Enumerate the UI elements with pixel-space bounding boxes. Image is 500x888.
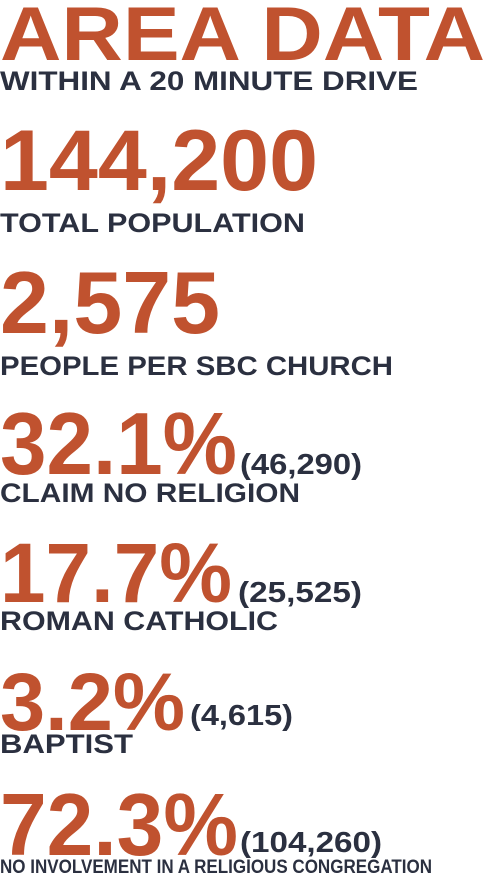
stat-label: PEOPLE PER SBC CHURCH — [0, 351, 393, 381]
stat-value: 2,575 — [0, 253, 220, 352]
stat-label: TOTAL POPULATION — [0, 208, 305, 238]
stat-label: ROMAN CATHOLIC — [0, 606, 278, 636]
stat-value: 3.2% — [0, 657, 185, 748]
stat-value: 32.1% — [0, 394, 237, 493]
stat-label: CLAIM NO RELIGION — [0, 478, 300, 508]
subtitle: WITHIN A 20 MINUTE DRIVE — [0, 66, 418, 96]
stat-value: 144,200 — [0, 113, 318, 209]
stat-count: (25,525) — [238, 577, 362, 609]
stat-count: (46,290) — [240, 449, 362, 481]
stat-value: 17.7% — [0, 526, 232, 620]
stat-count: (4,615) — [190, 700, 293, 732]
stat-count: (104,260) — [240, 827, 382, 859]
stat-value: 72.3% — [0, 775, 238, 874]
title: AREA DATA — [0, 0, 485, 77]
stat-label: BAPTIST — [0, 729, 134, 759]
stat-label: NO INVOLVEMENT IN A RELIGIOUS CONGREGATI… — [0, 857, 432, 878]
